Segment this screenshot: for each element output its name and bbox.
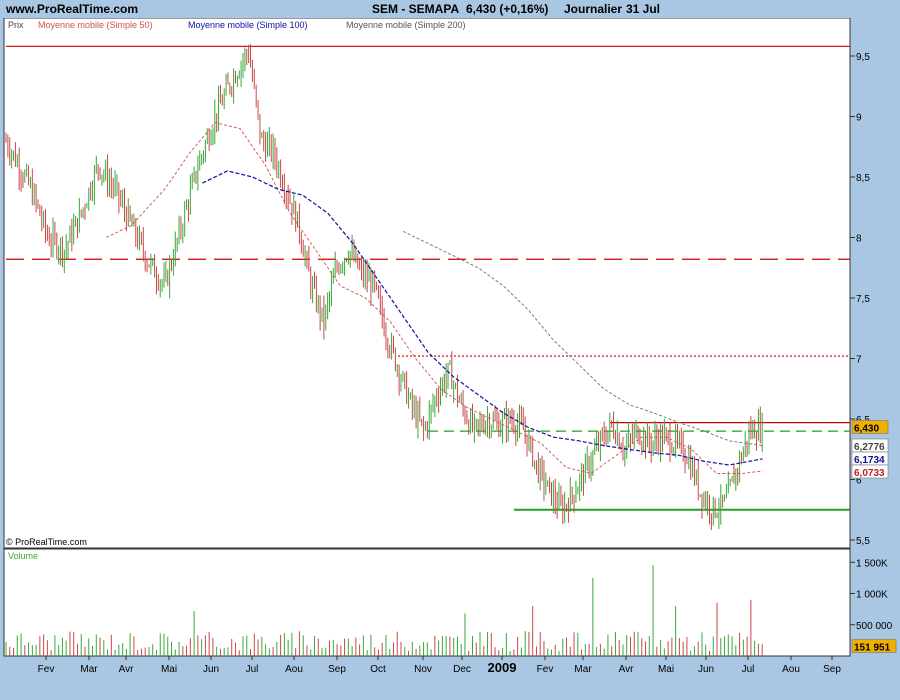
price-tick-label: 9 (856, 113, 862, 124)
price-label: 6,2776 (854, 442, 885, 453)
price-label: 6,430 (854, 423, 879, 434)
price-tick-label: 5,5 (856, 536, 870, 547)
instrument-title: SEM - SEMAPA (372, 2, 460, 16)
price-tick-label: 7 (856, 355, 862, 366)
time-tick-label: Nov (414, 664, 432, 675)
price-tick-label: 8,5 (856, 173, 870, 184)
time-tick-label: Sep (328, 664, 346, 675)
legend-ma100: Moyenne mobile (Simple 100) (188, 20, 308, 30)
price-tick-label: 6 (856, 476, 862, 487)
volume-last-label: 151 951 (854, 643, 891, 654)
period-label: Journalier (564, 2, 623, 16)
time-tick-label: Oct (370, 664, 386, 675)
time-axis: Fev Mar Avr Mai Jun Jul Aou Sep Oct Nov Dec 2009 Fev… (38, 656, 841, 675)
time-tick-label: Jun (203, 664, 219, 675)
time-tick-label: Jul (246, 664, 259, 675)
time-tick-label: Mar (574, 664, 592, 675)
volume-panel[interactable] (3, 548, 851, 657)
time-tick-label: Avr (119, 664, 134, 675)
price-panel[interactable] (3, 18, 851, 549)
time-tick-label: Aou (285, 664, 303, 675)
date-label: 31 Jul (626, 2, 661, 16)
chart-header: www.ProRealTime.com SEM - SEMAPA 6,430 (… (0, 0, 900, 18)
moving-averages (106, 122, 763, 474)
time-tick-label: 2009 (488, 660, 517, 675)
price-label-box (851, 420, 889, 434)
volume-axis: 1 500K 1 000K 500 000 151 951 (850, 558, 897, 654)
time-tick-label: Mai (161, 664, 177, 675)
time-tick-label: Jun (698, 664, 714, 675)
legend-ma200: Moyenne mobile (Simple 200) (346, 20, 466, 30)
price-tick-label: 7,5 (856, 294, 870, 305)
time-tick-label: Fev (38, 664, 55, 675)
volume-tick-label: 500 000 (856, 621, 893, 632)
volume-label: Volume (8, 551, 38, 561)
volume-tick-label: 1 500K (856, 558, 888, 569)
time-tick-label: Aou (782, 664, 800, 675)
last-price: 6,430 (+0,16%) (466, 2, 549, 16)
time-tick-label: Sep (823, 664, 841, 675)
price-labels: 6,430 6,2776 6,1734 6,0733 (851, 420, 889, 479)
price-chart[interactable]: Prix Moyenne mobile (Simple 50) Moyenne … (0, 18, 900, 700)
site-name: www.ProRealTime.com (6, 2, 139, 16)
price-label: 6,1734 (854, 455, 885, 466)
time-tick-label: Mar (80, 664, 98, 675)
volume-tick-label: 1 000K (856, 590, 888, 601)
volume-bars (5, 565, 763, 656)
price-axis: 9,598,587,576,565,5 (850, 52, 870, 547)
legend-price: Prix (8, 20, 24, 30)
price-label-box (851, 464, 889, 479)
legend-ma50: Moyenne mobile (Simple 50) (38, 20, 153, 30)
price-tick-label: 9,5 (856, 52, 870, 63)
time-tick-label: Avr (619, 664, 634, 675)
time-tick-label: Dec (453, 664, 471, 675)
time-tick-label: Mai (658, 664, 674, 675)
price-label: 6,0733 (854, 468, 885, 479)
time-tick-label: Jul (742, 664, 755, 675)
volume-last-box (851, 639, 897, 653)
price-tick-label: 8 (856, 234, 862, 245)
ma200-line (402, 230, 763, 447)
copyright: © ProRealTime.com (6, 537, 87, 547)
time-tick-label: Fev (537, 664, 554, 675)
ma100-line (202, 170, 763, 466)
candles (5, 44, 763, 531)
